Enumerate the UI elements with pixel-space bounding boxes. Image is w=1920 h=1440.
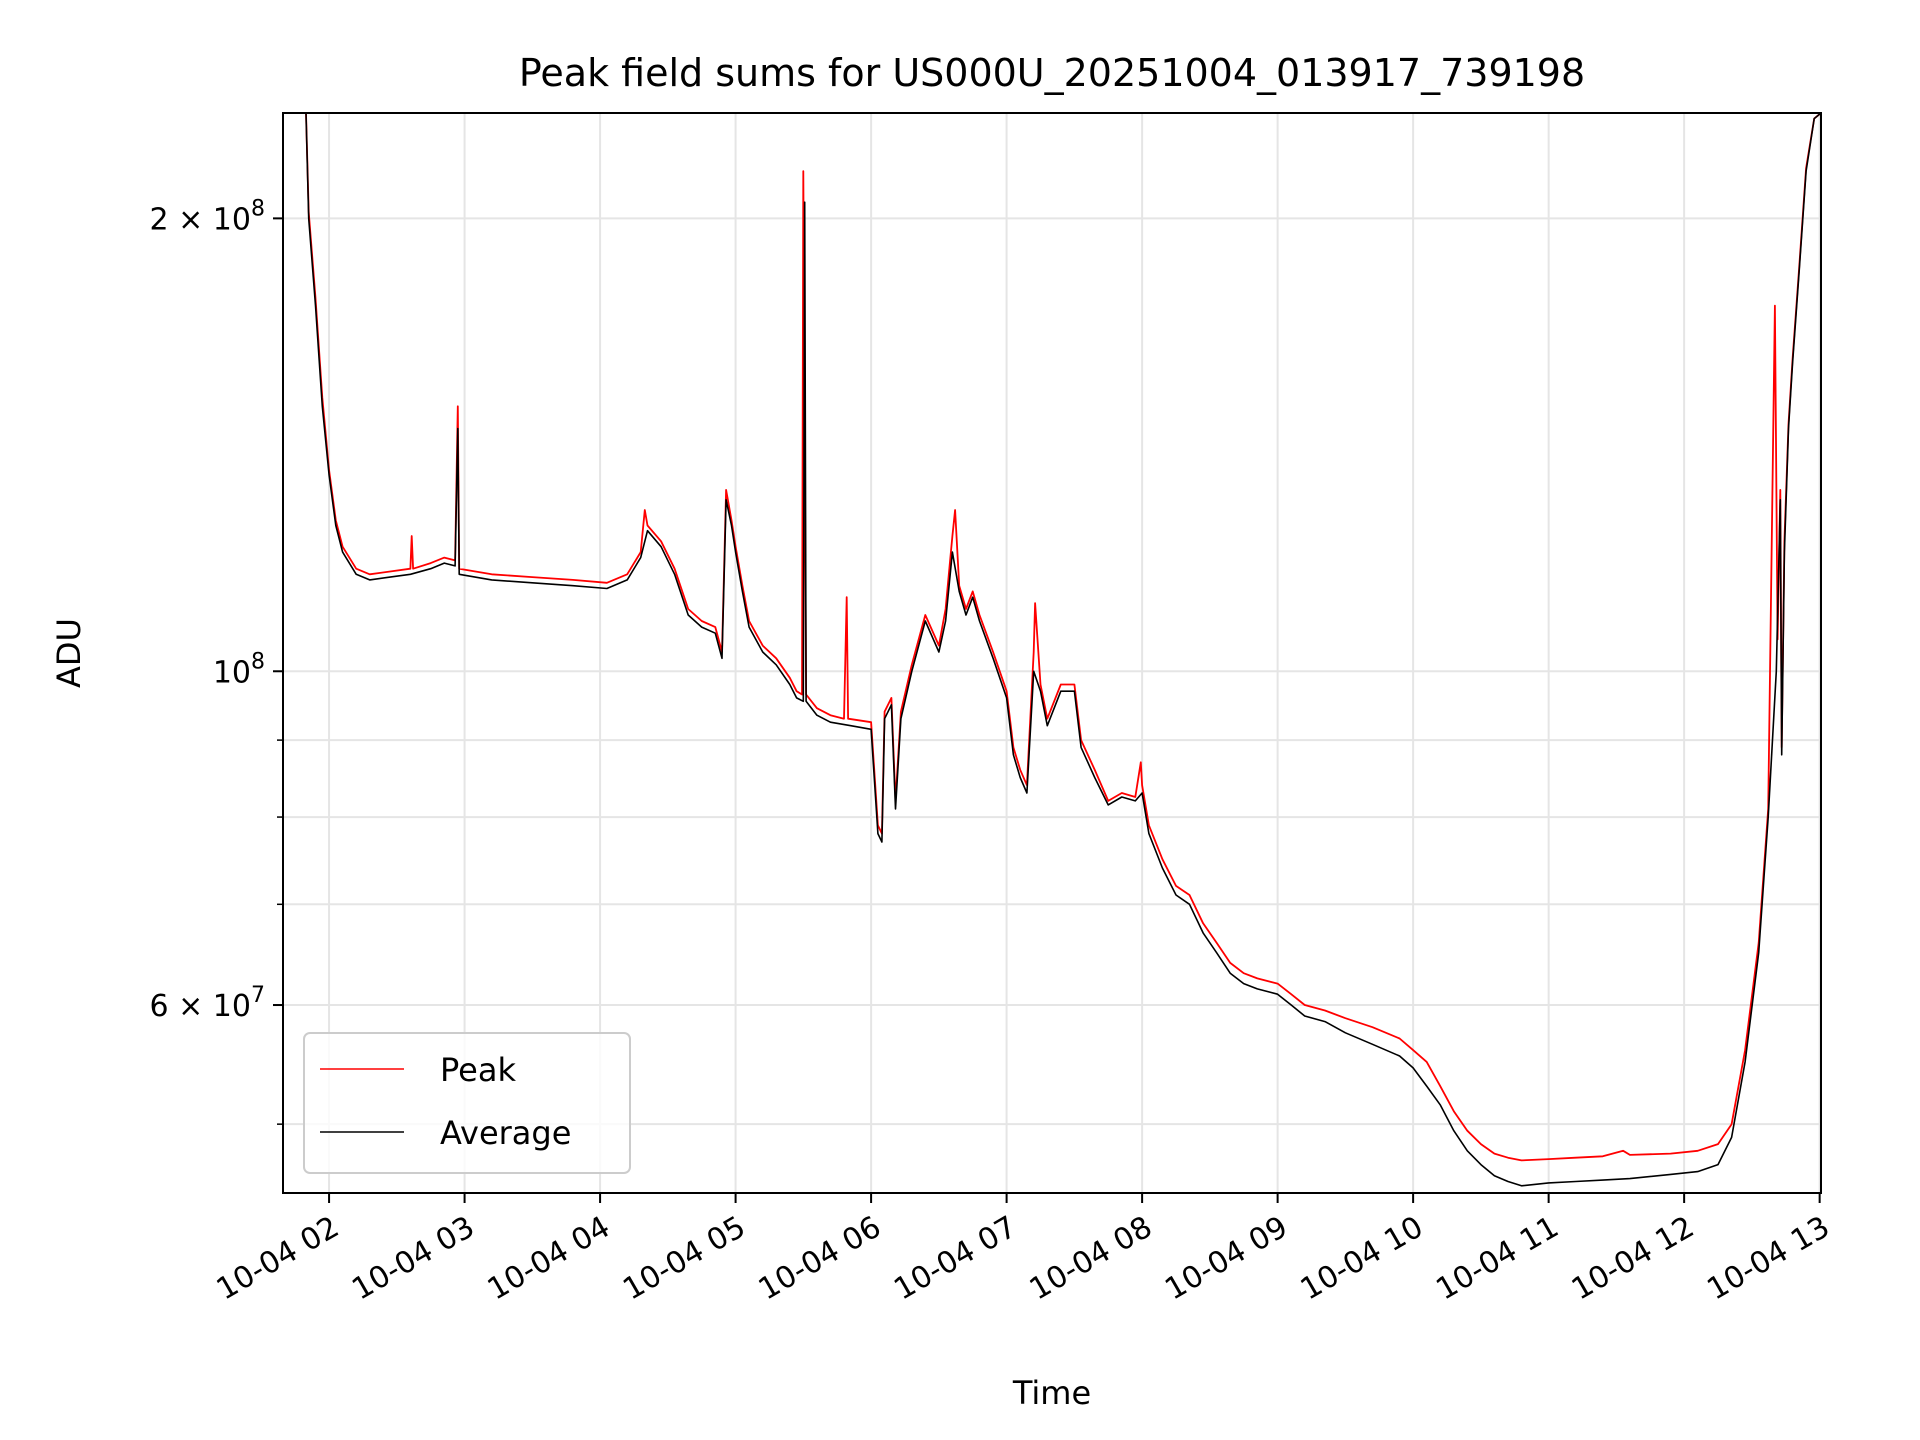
y-axis-title: ADU bbox=[50, 618, 88, 688]
y-tick-exponent: 8 bbox=[251, 196, 265, 221]
y-tick-base: 2 × 10 bbox=[150, 202, 251, 237]
y-tick-label: 2 × 108 bbox=[150, 196, 265, 237]
series-layer bbox=[283, 112, 1822, 1187]
legend-average-label: Average bbox=[440, 1114, 571, 1152]
y-tick-label: 108 bbox=[213, 649, 265, 690]
legend-peak-label: Peak bbox=[440, 1051, 516, 1089]
series-line-peak bbox=[283, 112, 1822, 1162]
y-tick-label: 6 × 107 bbox=[150, 983, 265, 1024]
x-axis-title: Time bbox=[1012, 1374, 1091, 1412]
series-line-average bbox=[283, 112, 1822, 1187]
chart-title: Peak field sums for US000U_20251004_0139… bbox=[519, 51, 1585, 95]
legend-box bbox=[303, 1032, 631, 1174]
plot-frame bbox=[282, 112, 1822, 1194]
legend: Peak Average bbox=[303, 1032, 631, 1174]
y-tick-exponent: 8 bbox=[251, 649, 265, 674]
y-tick-base: 10 bbox=[213, 655, 251, 690]
grid bbox=[283, 113, 1821, 1193]
y-tick-exponent: 7 bbox=[251, 983, 265, 1008]
y-tick-base: 6 × 10 bbox=[150, 989, 251, 1024]
